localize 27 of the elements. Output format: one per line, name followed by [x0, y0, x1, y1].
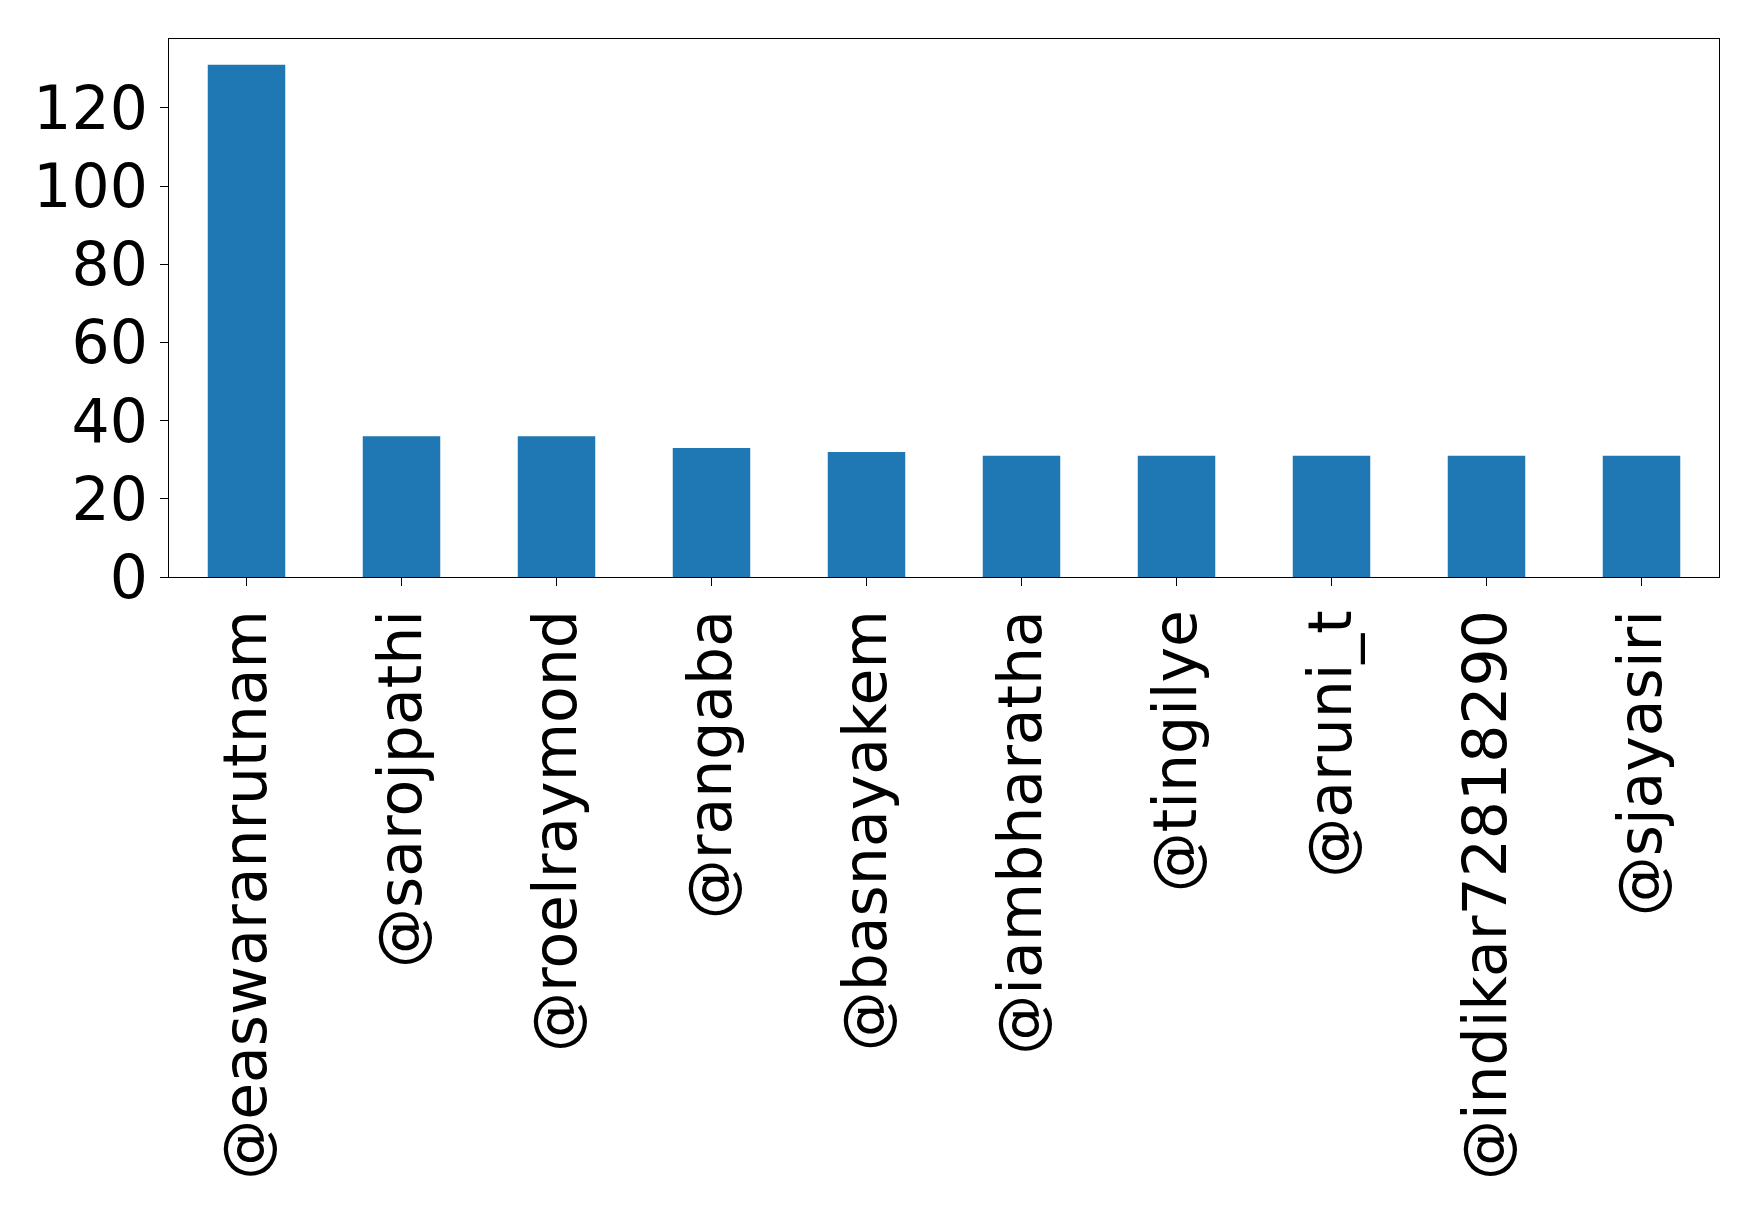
y-tick-label: 120: [33, 72, 148, 143]
x-tick-label: @iambharatha: [985, 610, 1055, 1055]
y-tick-label: 60: [71, 307, 148, 378]
bar: [672, 447, 751, 577]
bar: [1137, 455, 1216, 577]
bar: [517, 436, 596, 577]
x-tick-label: @tingilye: [1140, 610, 1210, 893]
x-tick-label: @aruni_t: [1295, 610, 1365, 878]
x-tick-label: @indikar72818290: [1450, 610, 1520, 1181]
x-tick-label: @sarojpathi: [365, 610, 435, 968]
y-tick-label: 20: [71, 463, 148, 534]
x-tick-label: @sjayasiri: [1605, 610, 1675, 917]
bar: [362, 436, 441, 577]
bar: [982, 455, 1061, 577]
x-tick-label: @basnayakem: [830, 610, 900, 1052]
bar: [1292, 455, 1371, 577]
bar: [207, 64, 286, 577]
bar: [1447, 455, 1526, 577]
y-tick-label: 100: [33, 151, 148, 222]
y-tick-label: 80: [71, 229, 148, 300]
y-tick-label: 40: [71, 385, 148, 456]
x-tick-label: @roelraymond: [520, 610, 590, 1052]
bar: [827, 451, 906, 577]
x-tick-label: @rangaba: [675, 610, 745, 920]
bar: [1602, 455, 1681, 577]
x-tick-label: @easwaranrutnam: [210, 610, 280, 1180]
y-tick-label: 0: [109, 542, 148, 612]
